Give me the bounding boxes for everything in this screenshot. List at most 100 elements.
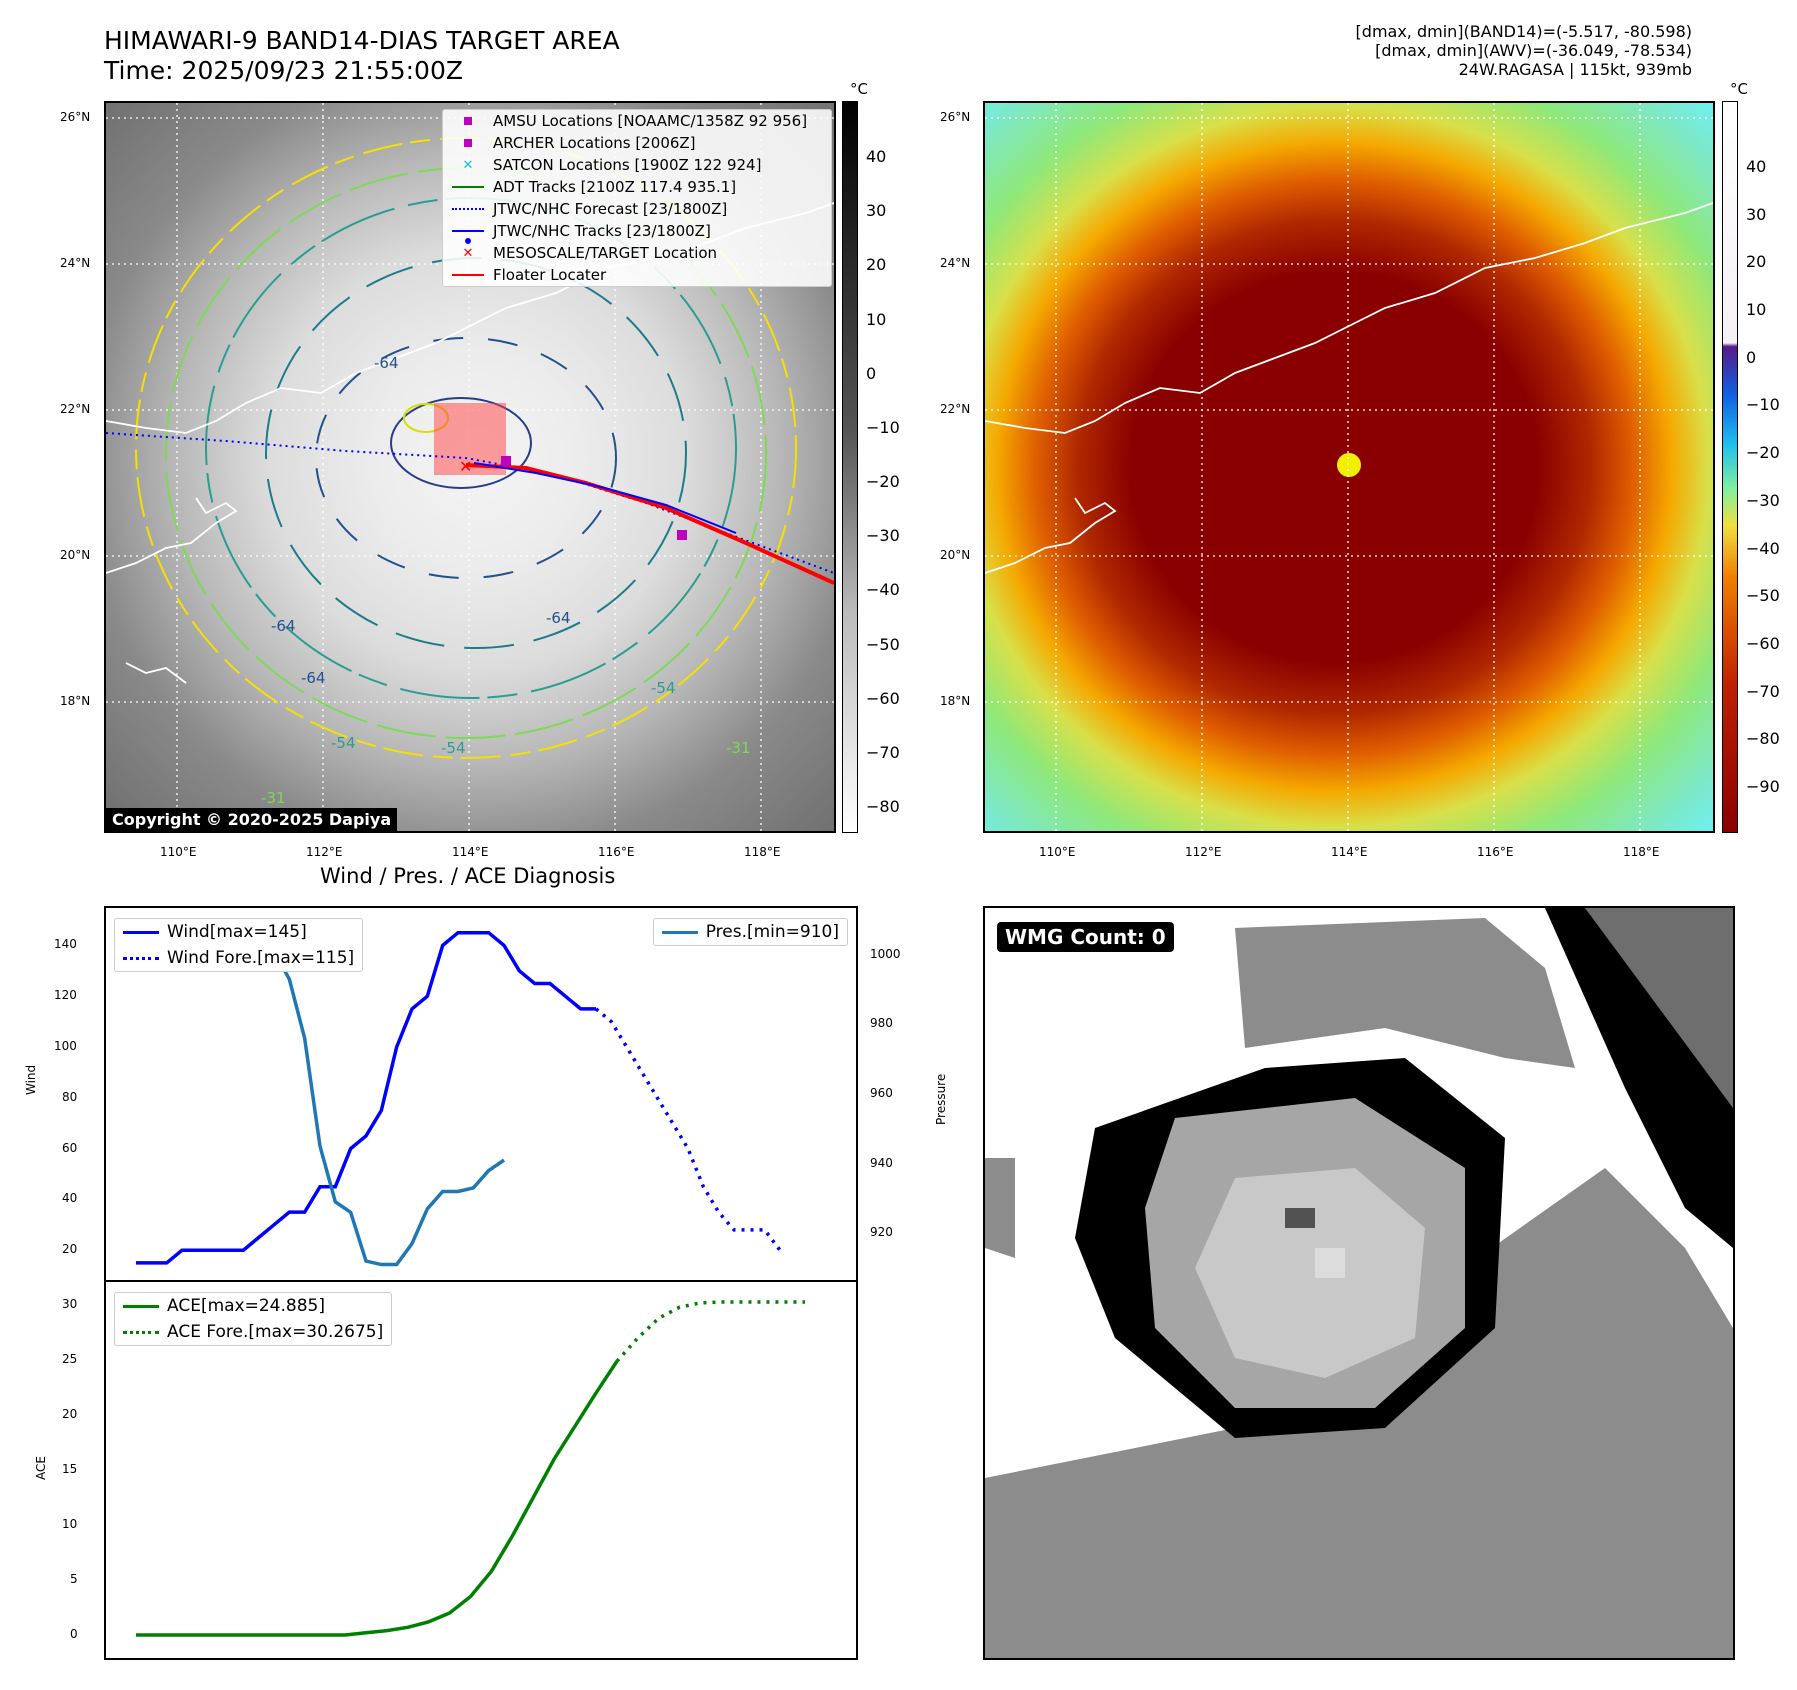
- info-line-2: [dmax, dmin](AWV)=(-36.049, -78.534): [1375, 41, 1692, 60]
- ace-y-tick: 30: [62, 1297, 78, 1311]
- floater-box: [434, 403, 506, 475]
- colorbar-tick: −40: [866, 580, 900, 600]
- wind-y-tick: 120: [54, 988, 77, 1003]
- wind-y-tick: 20: [62, 1242, 78, 1257]
- legend-item: Wind[max=145]: [115, 919, 362, 945]
- series-line: [136, 930, 596, 1265]
- colorbar-tick: 20: [1746, 252, 1767, 272]
- wind-pressure-panel: Wind[max=145] Wind Fore.[max=115] Pres.[…: [104, 906, 858, 1282]
- copyright-badge: Copyright © 2020-2025 Dapiya: [106, 808, 398, 831]
- colorbar-tick: 40: [866, 147, 887, 166]
- legend-item: ✕ SATCON Locations [1900Z 122 924]: [462, 156, 762, 174]
- lat-tick: 22°N: [60, 402, 91, 416]
- diagnosis-title: Wind / Pres. / ACE Diagnosis: [320, 864, 616, 888]
- colorbar-unit: °C: [1730, 80, 1748, 98]
- floater-track: [465, 463, 834, 585]
- legend-item: AMSU Locations [NOAAMC/1358Z 92 956]: [443, 110, 831, 132]
- target-x-marker: ✕: [459, 457, 472, 476]
- pressure-legend: Pres.[min=910]: [652, 918, 848, 946]
- storm-eye: [1337, 453, 1361, 477]
- ace-y-tick: 20: [62, 1407, 78, 1421]
- legend-label: Pres.[min=910]: [705, 922, 839, 942]
- series-line: [594, 1007, 782, 1252]
- legend-label: Wind Fore.[max=115]: [167, 948, 355, 968]
- colorbar-tick: −80: [1746, 729, 1780, 749]
- contour-label: -64: [271, 617, 296, 635]
- legend-item: ADT Tracks [2100Z 117.4 935.1]: [443, 176, 831, 198]
- lat-tick: 20°N: [940, 548, 971, 562]
- contour-labels: -64 -64 -64 -64 -54 -54 -54 -31 -31: [261, 354, 751, 807]
- wmg-panel: WMG Count: 0: [983, 906, 1735, 1660]
- contour-label: -31: [726, 739, 751, 757]
- legend-label: ACE[max=24.885]: [167, 1296, 325, 1316]
- ace-y-tick: 10: [62, 1517, 78, 1531]
- ace-panel: ACE[max=24.885] ACE Fore.[max=30.2675]: [104, 1280, 858, 1660]
- lon-tick: 114°E: [1331, 845, 1368, 859]
- enhanced-ir-map: [983, 101, 1715, 833]
- legend-item: ARCHER Locations [2006Z]: [443, 132, 831, 154]
- gridlines: [985, 103, 1713, 831]
- legend-label: AMSU Locations [NOAAMC/1358Z 92 956]: [493, 112, 808, 130]
- lat-tick: 26°N: [60, 110, 91, 124]
- wind-legend: Wind[max=145] Wind Fore.[max=115]: [114, 918, 364, 972]
- archer-marker: [501, 456, 511, 466]
- pressure-y-tick: 960: [870, 1086, 893, 1100]
- storm-info: [dmax, dmin](BAND14)=(-5.517, -80.598) […: [1356, 22, 1692, 79]
- legend-label: SATCON Locations [1900Z 122 924]: [493, 156, 762, 174]
- title-line-1: HIMAWARI-9 BAND14-DIAS TARGET AREA: [104, 26, 620, 55]
- legend-item: Wind Fore.[max=115]: [115, 945, 362, 971]
- colorbar-tick: 0: [1746, 347, 1757, 367]
- colorbar-tick: 20: [866, 255, 887, 275]
- colorbar-tick: −10: [1746, 395, 1780, 415]
- contour-label: -31: [261, 789, 286, 807]
- colorbar-tick: −50: [866, 634, 900, 654]
- contour-label: -64: [301, 669, 326, 687]
- wmg-image: [985, 908, 1733, 1658]
- info-line-1: [dmax, dmin](BAND14)=(-5.517, -80.598): [1355, 22, 1692, 41]
- colorbar-tick: −90: [1746, 777, 1780, 796]
- contour-label: -54: [441, 739, 466, 757]
- pressure-y-tick: 1000: [870, 946, 901, 961]
- colorbar-unit: °C: [850, 80, 868, 98]
- lon-tick: 112°E: [306, 845, 343, 859]
- legend-label: Wind[max=145]: [167, 922, 307, 942]
- lat-tick: 24°N: [940, 256, 971, 270]
- ace-plot: [136, 1300, 806, 1637]
- colorbar-tick: −40: [1746, 538, 1780, 558]
- lon-tick: 114°E: [452, 845, 489, 859]
- pressure-axis-label: Pressure: [934, 1073, 948, 1125]
- pressure-y-tick: 920: [870, 1225, 893, 1240]
- legend-item: JTWC/NHC Forecast [23/1800Z]: [443, 198, 831, 220]
- lat-tick: 20°N: [60, 548, 91, 562]
- lon-tick: 112°E: [1185, 845, 1222, 859]
- legend-item: ACE[max=24.885]: [115, 1293, 391, 1319]
- ir-satellite-map: -64 -64 -64 -64 -54 -54 -54 -31 -31 ✕ AM…: [104, 101, 836, 833]
- wind-y-tick: 140: [54, 937, 77, 952]
- colorbar-tick: −30: [1746, 490, 1780, 510]
- title-line-2: Time: 2025/09/23 21:55:00Z: [104, 56, 463, 85]
- colorbar-tick: −20: [1746, 443, 1780, 463]
- ace-y-tick: 0: [70, 1627, 78, 1641]
- lon-tick: 110°E: [160, 845, 197, 859]
- lat-tick: 24°N: [60, 256, 91, 270]
- grayscale-colorbar: [842, 101, 858, 833]
- lon-tick: 118°E: [1623, 845, 1660, 859]
- pressure-y-tick: 980: [870, 1016, 893, 1031]
- wind-y-tick: 100: [54, 1039, 77, 1053]
- colorbar-tick: 30: [866, 201, 887, 221]
- legend-label: ARCHER Locations [2006Z]: [493, 134, 696, 152]
- series-line: [136, 1360, 619, 1637]
- colorbar-tick: −70: [866, 742, 900, 762]
- wind-y-tick: 80: [62, 1089, 78, 1104]
- chart-title: HIMAWARI-9 BAND14-DIAS TARGET AREA Time:…: [104, 26, 620, 86]
- colorbar-tick: −70: [1746, 681, 1780, 701]
- colorbar-tick: 10: [1746, 300, 1767, 320]
- ace-y-tick: 15: [62, 1462, 78, 1476]
- legend-item: Floater Locater: [443, 264, 831, 286]
- lon-tick: 116°E: [598, 845, 635, 859]
- colorbar-tick: 10: [866, 309, 887, 329]
- colorbar-tick: 30: [1746, 204, 1767, 224]
- legend-label: ADT Tracks [2100Z 117.4 935.1]: [493, 178, 737, 196]
- legend-item: Pres.[min=910]: [654, 919, 847, 945]
- contour-label: -54: [651, 679, 676, 697]
